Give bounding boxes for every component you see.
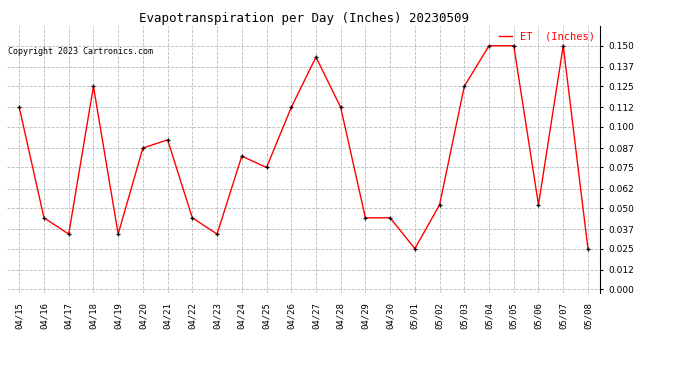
- Point: [14, 104, 25, 110]
- Point: [310, 54, 322, 60]
- Point: [88, 83, 99, 89]
- Point: [261, 165, 272, 171]
- Point: [384, 215, 395, 221]
- Point: [533, 202, 544, 208]
- Title: Evapotranspiration per Day (Inches) 20230509: Evapotranspiration per Day (Inches) 2023…: [139, 12, 469, 25]
- Point: [39, 215, 50, 221]
- Point: [137, 145, 148, 151]
- Point: [459, 83, 470, 89]
- Point: [409, 246, 420, 252]
- Point: [212, 231, 223, 237]
- Text: Copyright 2023 Cartronics.com: Copyright 2023 Cartronics.com: [8, 47, 153, 56]
- Point: [582, 246, 593, 252]
- Point: [112, 231, 124, 237]
- Legend: ET  (Inches): ET (Inches): [495, 27, 599, 46]
- Point: [162, 137, 173, 143]
- Point: [286, 104, 297, 110]
- Point: [335, 104, 346, 110]
- Point: [360, 215, 371, 221]
- Point: [434, 202, 445, 208]
- Point: [509, 43, 520, 49]
- Point: [236, 153, 247, 159]
- Point: [558, 43, 569, 49]
- Point: [63, 231, 75, 237]
- Point: [484, 43, 495, 49]
- Point: [187, 215, 198, 221]
